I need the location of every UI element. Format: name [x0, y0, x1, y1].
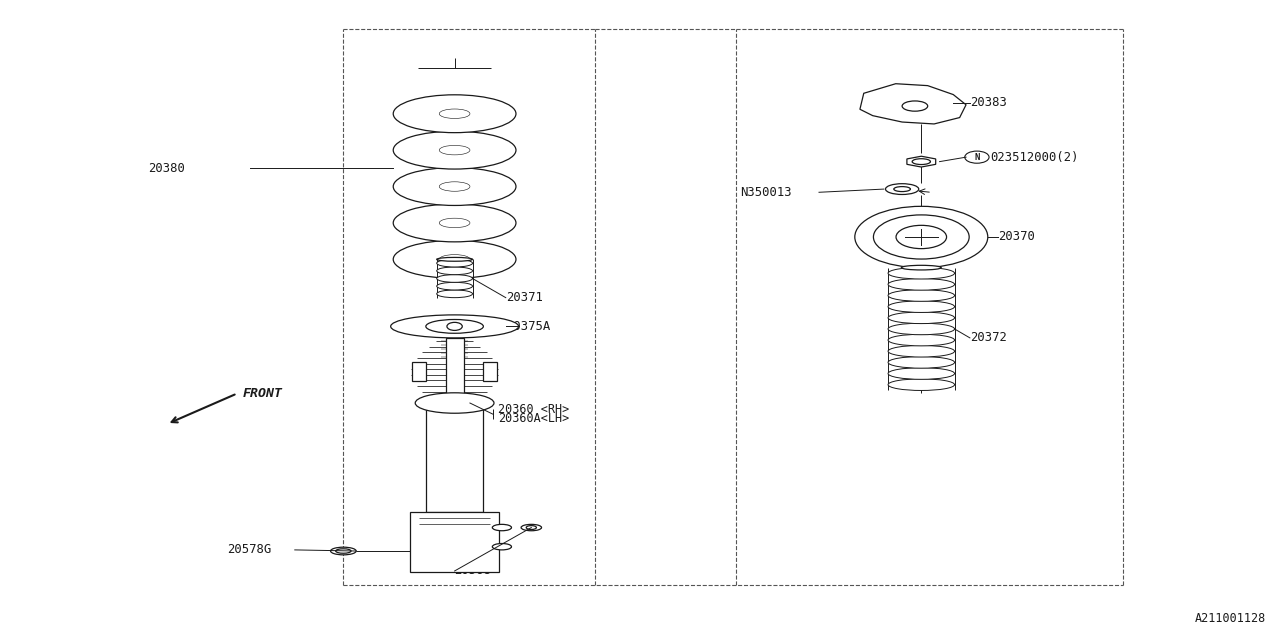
Ellipse shape [902, 101, 928, 111]
Ellipse shape [888, 368, 955, 380]
Ellipse shape [521, 524, 541, 531]
Text: 023512000(2): 023512000(2) [991, 150, 1079, 164]
Ellipse shape [393, 168, 516, 205]
Ellipse shape [439, 109, 470, 118]
Ellipse shape [493, 543, 512, 550]
Polygon shape [412, 362, 426, 381]
Ellipse shape [393, 95, 516, 132]
Ellipse shape [493, 524, 512, 531]
Text: 20360 <RH>: 20360 <RH> [498, 403, 570, 416]
Ellipse shape [439, 255, 470, 264]
Text: N: N [974, 153, 979, 162]
Ellipse shape [888, 334, 955, 346]
Ellipse shape [888, 346, 955, 357]
Ellipse shape [436, 290, 472, 298]
Ellipse shape [888, 379, 955, 390]
Ellipse shape [888, 290, 955, 301]
Ellipse shape [447, 323, 462, 330]
Ellipse shape [436, 282, 472, 290]
Text: A211001128: A211001128 [1196, 612, 1266, 625]
Ellipse shape [415, 393, 494, 413]
Text: FRONT: FRONT [242, 387, 283, 400]
Text: 20375A: 20375A [506, 320, 550, 333]
Polygon shape [410, 511, 499, 572]
Ellipse shape [888, 356, 955, 368]
Text: 20568: 20568 [454, 564, 492, 577]
Text: 20380: 20380 [147, 162, 184, 175]
Ellipse shape [335, 548, 351, 553]
Ellipse shape [873, 215, 969, 259]
Text: 20372: 20372 [970, 332, 1007, 344]
Polygon shape [426, 403, 483, 511]
Ellipse shape [886, 184, 919, 195]
Text: N350013: N350013 [740, 186, 791, 199]
Ellipse shape [901, 266, 941, 270]
Ellipse shape [439, 182, 470, 191]
Ellipse shape [436, 257, 472, 261]
Ellipse shape [888, 323, 955, 335]
Ellipse shape [390, 315, 518, 338]
Ellipse shape [855, 206, 988, 268]
Ellipse shape [439, 218, 470, 228]
Ellipse shape [436, 259, 472, 267]
Ellipse shape [888, 268, 955, 279]
Ellipse shape [439, 145, 470, 155]
Ellipse shape [888, 312, 955, 324]
Ellipse shape [893, 187, 910, 191]
Ellipse shape [330, 547, 356, 555]
Ellipse shape [888, 301, 955, 312]
Ellipse shape [393, 131, 516, 169]
Text: 20371: 20371 [506, 291, 543, 304]
Polygon shape [908, 156, 936, 167]
Ellipse shape [913, 159, 931, 164]
Text: 20383: 20383 [970, 97, 1007, 109]
Ellipse shape [526, 525, 536, 529]
Polygon shape [483, 362, 497, 381]
Ellipse shape [393, 241, 516, 278]
Ellipse shape [888, 278, 955, 290]
Ellipse shape [393, 204, 516, 242]
Polygon shape [445, 338, 463, 403]
Text: 20578G: 20578G [227, 543, 271, 556]
Ellipse shape [426, 319, 484, 333]
Ellipse shape [436, 275, 472, 282]
Text: 20360A<LH>: 20360A<LH> [498, 413, 570, 426]
Ellipse shape [436, 267, 472, 275]
Polygon shape [860, 84, 966, 124]
Text: 20370: 20370 [998, 230, 1036, 243]
Ellipse shape [896, 225, 946, 248]
